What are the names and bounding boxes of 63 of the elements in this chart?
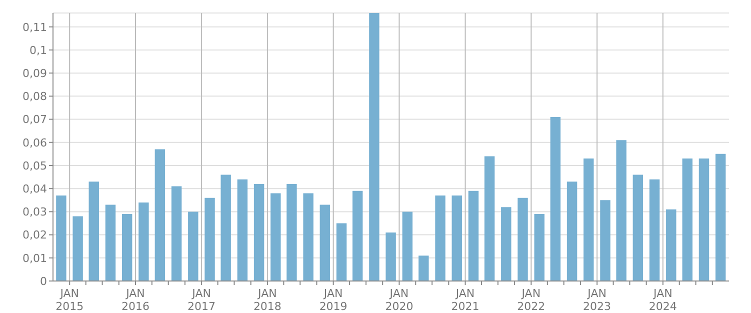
bar xyxy=(698,158,710,281)
bar xyxy=(452,196,462,281)
bar xyxy=(188,212,198,281)
bar xyxy=(566,182,578,281)
y-tick-label: 0,11 xyxy=(22,20,47,34)
x-tick-label: JAN 2017 xyxy=(188,287,216,313)
bar xyxy=(138,202,149,281)
bar xyxy=(402,212,413,281)
bar xyxy=(171,186,182,281)
bar xyxy=(550,116,561,281)
bar xyxy=(435,196,446,281)
bar xyxy=(649,179,660,281)
x-tick-label: JAN 2021 xyxy=(451,287,480,313)
x-tick-label: JAN 2023 xyxy=(583,287,612,313)
bar xyxy=(501,207,512,281)
bar xyxy=(220,174,231,281)
x-tick-label: JAN 2016 xyxy=(121,287,150,313)
y-tick-label: 0,08 xyxy=(22,90,47,104)
bar xyxy=(336,223,347,281)
bar xyxy=(386,232,396,281)
bar xyxy=(154,149,166,281)
x-tick-label: JAN 2020 xyxy=(385,287,414,313)
y-tick-label: 0 xyxy=(40,274,47,288)
bar xyxy=(303,193,314,281)
bar xyxy=(72,216,83,281)
y-tick-label: 0,01 xyxy=(22,252,47,265)
bar xyxy=(715,154,726,281)
bar xyxy=(204,198,215,281)
x-tick-label: JAN 2019 xyxy=(319,287,348,313)
x-tick-label: JAN 2018 xyxy=(253,287,282,313)
bar xyxy=(534,214,544,281)
bar xyxy=(584,158,594,281)
x-tick-label: JAN 2024 xyxy=(648,287,677,313)
y-tick-label: 0,02 xyxy=(22,228,47,242)
bar xyxy=(105,204,116,281)
bar xyxy=(418,256,429,281)
bar xyxy=(56,196,66,281)
bar xyxy=(468,190,479,281)
bar xyxy=(518,198,528,281)
bar xyxy=(237,179,248,281)
bar xyxy=(270,193,281,281)
bar xyxy=(682,158,692,281)
y-tick-label: 0,04 xyxy=(22,182,47,196)
bar xyxy=(616,140,626,281)
y-tick-label: 0,09 xyxy=(22,66,47,80)
bar xyxy=(320,204,330,281)
bar xyxy=(484,156,495,281)
bar xyxy=(254,184,264,281)
y-tick-label: 0,07 xyxy=(22,113,47,126)
y-tick-label: 0,03 xyxy=(22,206,47,219)
bar xyxy=(88,182,99,281)
y-tick-label: 0,05 xyxy=(22,159,47,172)
bar xyxy=(666,209,676,281)
bar xyxy=(600,200,610,281)
x-tick-label: JAN 2015 xyxy=(56,287,84,313)
bar xyxy=(122,214,132,281)
bar xyxy=(369,13,380,281)
y-tick-label: 0,1 xyxy=(30,44,47,57)
x-tick-label: JAN 2022 xyxy=(517,287,546,313)
bar xyxy=(352,190,363,281)
y-tick-label: 0,06 xyxy=(22,136,47,150)
bar xyxy=(632,174,644,281)
bar xyxy=(286,184,297,281)
